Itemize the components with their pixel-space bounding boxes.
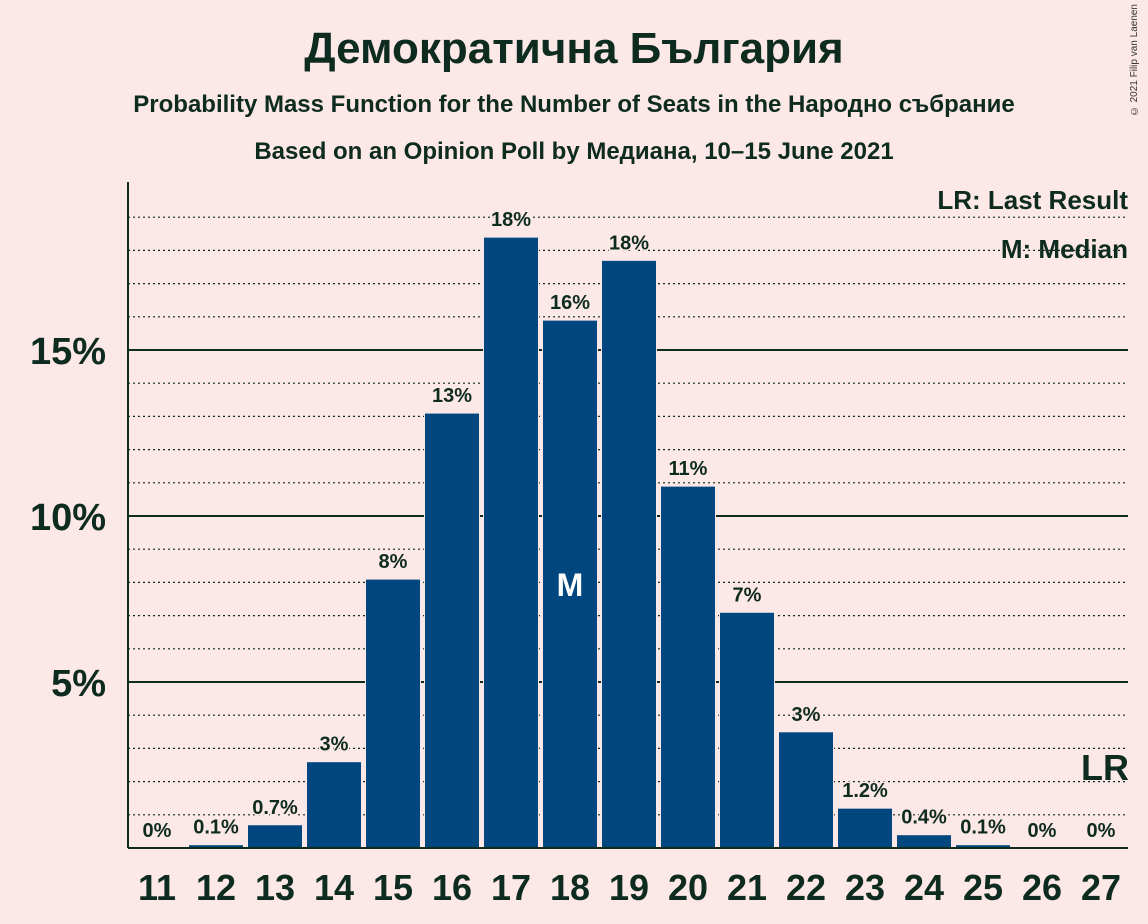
median-marker: M bbox=[557, 567, 584, 603]
bar-14 bbox=[306, 761, 362, 849]
x-tick-label: 24 bbox=[904, 867, 944, 908]
chart-title: Демократична България bbox=[304, 24, 844, 73]
x-tick-label: 12 bbox=[196, 867, 236, 908]
y-tick-label: 15% bbox=[30, 331, 106, 373]
chart-source: Based on an Opinion Poll by Медиана, 10–… bbox=[254, 138, 894, 165]
bar-value-label: 11% bbox=[669, 458, 708, 480]
bar-value-label: 16% bbox=[550, 292, 590, 314]
bar-value-label: 7% bbox=[733, 584, 762, 606]
x-tick-label: 27 bbox=[1081, 867, 1121, 908]
x-tick-label: 21 bbox=[727, 867, 767, 908]
y-tick-label: 10% bbox=[30, 497, 106, 539]
x-tick-label: 19 bbox=[609, 867, 649, 908]
bar-value-label: 0% bbox=[1087, 820, 1116, 842]
x-tick-label: 18 bbox=[550, 867, 590, 908]
bar-24 bbox=[896, 834, 952, 849]
bar-22 bbox=[778, 731, 834, 849]
bar-value-label: 1.2% bbox=[842, 780, 888, 802]
bar-23 bbox=[837, 807, 893, 849]
bar-value-label: 13% bbox=[432, 385, 472, 407]
bar-value-label: 3% bbox=[792, 704, 821, 726]
bar-20 bbox=[660, 485, 716, 849]
x-tick-label: 13 bbox=[255, 867, 295, 908]
bar-value-label: 0.7% bbox=[252, 797, 298, 819]
bar-13 bbox=[247, 824, 303, 849]
bar-value-label: 18% bbox=[491, 209, 531, 231]
x-tick-label: 22 bbox=[786, 867, 826, 908]
bar-18 bbox=[542, 319, 598, 849]
legend-last-result: LR: Last Result bbox=[937, 185, 1128, 215]
bar-value-label: 8% bbox=[379, 551, 408, 573]
x-tick-label: 20 bbox=[668, 867, 708, 908]
x-tick-label: 14 bbox=[314, 867, 354, 908]
bar-value-label: 3% bbox=[320, 734, 349, 756]
bar-21 bbox=[719, 611, 775, 849]
bar-19 bbox=[601, 259, 657, 849]
bar-17 bbox=[483, 236, 539, 849]
y-tick-label: 5% bbox=[51, 663, 106, 705]
x-tick-label: 23 bbox=[845, 867, 885, 908]
x-tick-label: 11 bbox=[138, 867, 176, 908]
x-tick-label: 26 bbox=[1022, 867, 1062, 908]
bar-value-label: 18% bbox=[609, 232, 649, 254]
x-tick-label: 16 bbox=[432, 867, 472, 908]
bar-value-label: 0.1% bbox=[193, 817, 239, 839]
bar-value-label: 0% bbox=[143, 820, 172, 842]
last-result-marker: LR bbox=[1081, 747, 1129, 788]
x-tick-label: 17 bbox=[491, 867, 531, 908]
x-tick-label: 15 bbox=[373, 867, 413, 908]
chart-subtitle: Probability Mass Function for the Number… bbox=[133, 91, 1015, 118]
bar-16 bbox=[424, 412, 480, 849]
x-tick-label: 25 bbox=[963, 867, 1003, 908]
bar-value-label: 0.1% bbox=[960, 817, 1006, 839]
bar-value-label: 0% bbox=[1028, 820, 1057, 842]
bar-value-label: 0.4% bbox=[901, 807, 947, 829]
bar-15 bbox=[365, 578, 421, 849]
legend-median: M: Median bbox=[1001, 234, 1128, 264]
